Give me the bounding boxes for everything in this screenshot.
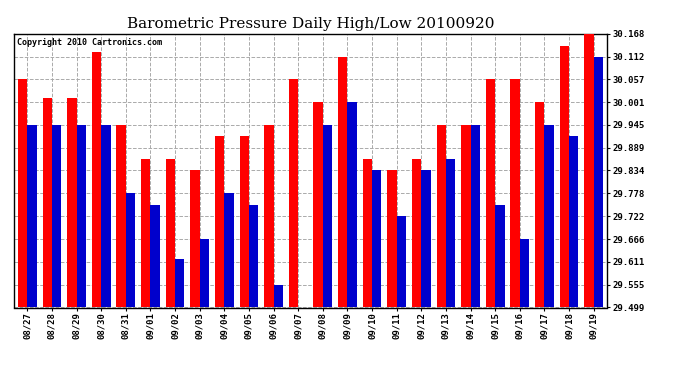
Bar xyxy=(593,57,603,308)
Bar xyxy=(387,170,397,308)
Bar xyxy=(190,170,199,308)
Bar xyxy=(511,79,520,308)
Title: Barometric Pressure Daily High/Low 20100920: Barometric Pressure Daily High/Low 20100… xyxy=(127,17,494,31)
Bar xyxy=(544,125,554,308)
Bar xyxy=(569,136,578,308)
Bar xyxy=(117,125,126,308)
Bar xyxy=(166,159,175,308)
Bar xyxy=(560,46,569,308)
Bar xyxy=(372,170,382,308)
Bar xyxy=(175,259,184,308)
Bar xyxy=(150,205,160,308)
Bar xyxy=(397,216,406,308)
Bar xyxy=(28,125,37,308)
Bar xyxy=(43,98,52,308)
Bar xyxy=(535,102,544,308)
Bar xyxy=(273,285,283,308)
Bar xyxy=(520,239,529,308)
Bar xyxy=(224,194,234,308)
Bar xyxy=(313,102,323,308)
Bar xyxy=(239,136,249,308)
Bar xyxy=(363,159,372,308)
Bar xyxy=(338,57,348,308)
Bar xyxy=(264,125,273,308)
Bar xyxy=(101,125,110,308)
Bar xyxy=(77,125,86,308)
Bar xyxy=(495,205,504,308)
Bar xyxy=(18,79,28,308)
Bar xyxy=(67,98,77,308)
Bar xyxy=(298,307,308,308)
Bar xyxy=(323,125,332,308)
Bar xyxy=(584,34,593,308)
Bar xyxy=(446,159,455,308)
Bar xyxy=(126,194,135,308)
Bar xyxy=(141,159,150,308)
Text: Copyright 2010 Cartronics.com: Copyright 2010 Cartronics.com xyxy=(17,38,161,47)
Bar xyxy=(92,52,101,308)
Bar xyxy=(52,125,61,308)
Bar xyxy=(422,170,431,308)
Bar xyxy=(215,136,224,308)
Bar xyxy=(249,205,258,308)
Bar xyxy=(289,79,298,308)
Bar xyxy=(412,159,422,308)
Bar xyxy=(437,125,446,308)
Bar xyxy=(461,125,471,308)
Bar xyxy=(348,102,357,308)
Bar xyxy=(471,125,480,308)
Bar xyxy=(486,79,495,308)
Bar xyxy=(199,239,209,308)
